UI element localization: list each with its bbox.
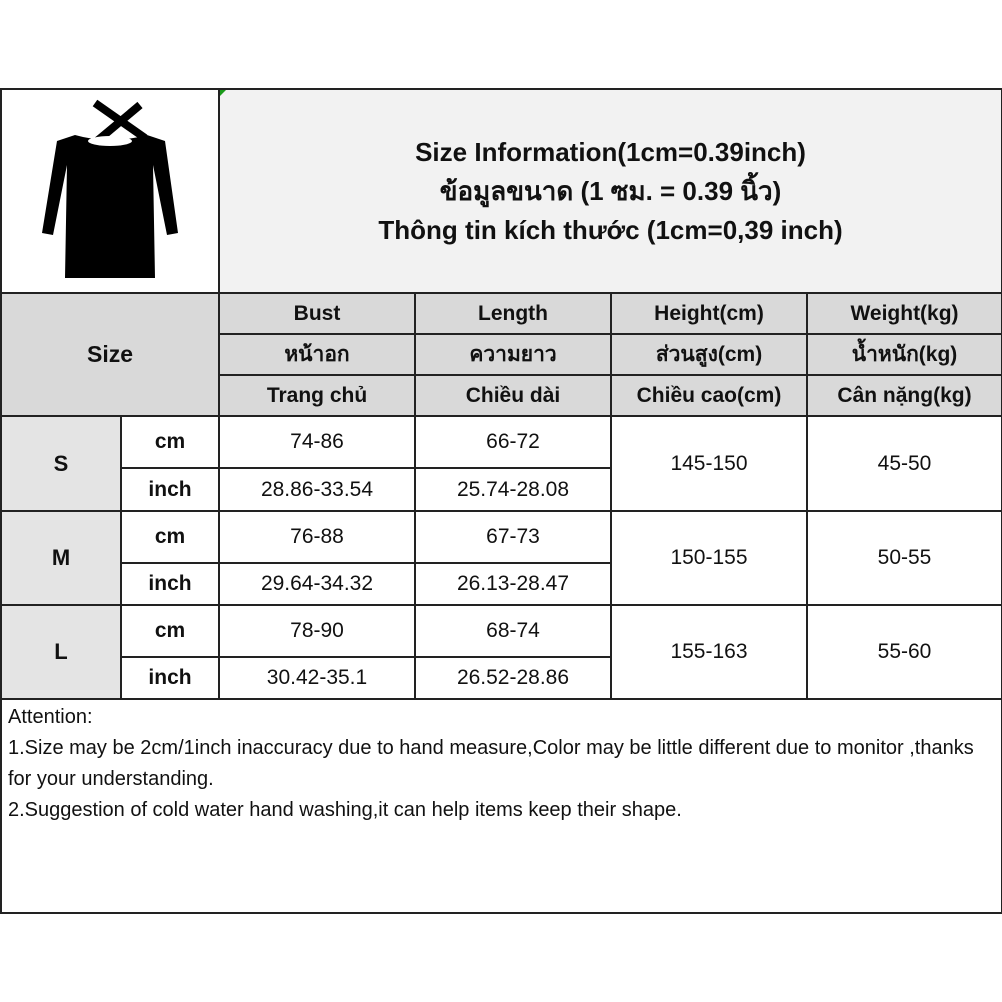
unit-inch: inch <box>120 467 220 512</box>
bust-inch: 30.42-35.1 <box>218 656 416 700</box>
weight-header-th: น้ำหนัก(kg) <box>805 333 1002 376</box>
height-value: 150-155 <box>610 510 808 606</box>
height-header-th: ส่วนสูง(cm) <box>610 333 808 376</box>
bust-inch: 28.86-33.54 <box>218 467 416 512</box>
weight-header-en: Weight(kg) <box>805 292 1002 335</box>
length-header-vi: Chiều dài <box>414 374 612 417</box>
size-chart-table: Size Information(1cm=0.39inch) ข้อมูลขนา… <box>0 88 1002 914</box>
unit-cm: cm <box>120 415 220 469</box>
unit-cm: cm <box>120 604 220 658</box>
attention-line-1: 1.Size may be 2cm/1inch inaccuracy due t… <box>8 737 974 790</box>
height-header-en: Height(cm) <box>610 292 808 335</box>
table-row: inch 29.64-34.32 26.13-28.47 <box>1 562 1002 606</box>
bust-header-th: หน้าอก <box>218 333 416 376</box>
size-header: Size <box>0 292 220 417</box>
height-value: 145-150 <box>610 415 808 512</box>
unit-cm: cm <box>120 510 220 564</box>
size-s: S <box>0 415 122 512</box>
height-value: 155-163 <box>610 604 808 700</box>
length-cm: 68-74 <box>414 604 612 658</box>
weight-value: 55-60 <box>805 604 1002 700</box>
unit-inch: inch <box>120 656 220 700</box>
weight-value: 45-50 <box>805 415 1002 512</box>
table-row: S cm 74-86 66-72 145-150 45-50 <box>0 415 1002 512</box>
bust-inch: 29.64-34.32 <box>218 562 416 606</box>
length-cm: 67-73 <box>414 510 612 564</box>
size-l: L <box>0 604 122 700</box>
weight-header-vi: Cân nặng(kg) <box>805 374 1002 417</box>
title-th: ข้อมูลขนาด (1 ซม. = 0.39 นิ้ว) <box>439 175 782 206</box>
bust-cm: 74-86 <box>218 415 416 469</box>
bust-header-en: Bust <box>218 292 416 335</box>
length-inch: 26.52-28.86 <box>414 656 612 700</box>
length-header-th: ความยาว <box>414 333 612 376</box>
bust-cm: 78-90 <box>218 604 416 658</box>
attention-notes: Attention: 1.Size may be 2cm/1inch inacc… <box>0 698 1002 914</box>
weight-value: 50-55 <box>805 510 1002 606</box>
bust-cm: 76-88 <box>218 510 416 564</box>
length-header-en: Length <box>414 292 612 335</box>
attention-heading: Attention: <box>8 706 93 728</box>
table-row: inch 28.86-33.54 25.74-28.08 <box>1 467 1002 512</box>
bust-header-vi: Trang chủ <box>218 374 416 417</box>
unit-inch: inch <box>120 562 220 606</box>
size-info-title: Size Information(1cm=0.39inch) ข้อมูลขนา… <box>217 88 1002 294</box>
product-image <box>0 88 220 294</box>
length-inch: 25.74-28.08 <box>414 467 612 512</box>
title-en: Size Information(1cm=0.39inch) <box>415 136 806 167</box>
size-m: M <box>0 510 122 606</box>
table-row: L cm 78-90 68-74 155-163 55-60 <box>0 604 1002 700</box>
table-row: M cm 76-88 67-73 150-155 50-55 <box>0 510 1002 606</box>
title-vi: Thông tin kích thước (1cm=0,39 inch) <box>378 214 843 245</box>
length-inch: 26.13-28.47 <box>414 562 612 606</box>
length-cm: 66-72 <box>414 415 612 469</box>
attention-line-2: 2.Suggestion of cold water hand washing,… <box>8 799 682 821</box>
height-header-vi: Chiều cao(cm) <box>610 374 808 417</box>
table-row: inch 30.42-35.1 26.52-28.86 <box>1 656 1002 700</box>
dress-icon <box>42 99 178 278</box>
